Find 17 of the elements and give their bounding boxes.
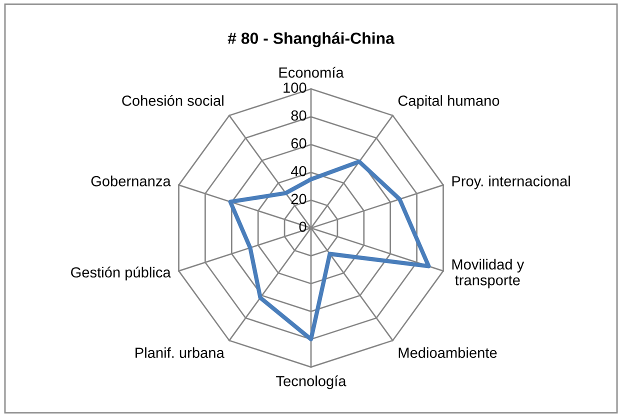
spoke-label: Economía [279,66,344,78]
spoke-label: Gestión pública [71,266,171,280]
y-tick-label: 20 [291,194,306,204]
spoke-label: Gobernanza [91,176,171,186]
spoke-label: Proy. internacional [452,176,570,190]
spoke-label: Capital humano [398,95,500,109]
spoke-label: Planif. urbana [136,347,224,358]
y-tick-label: 40 [290,166,306,176]
spoke-label: Cohesión social [122,94,224,106]
spoke-label: Tecnología [276,375,346,390]
y-tick-label: 80 [291,110,306,121]
spoke-label: Movilidad y transporte [452,258,524,288]
y-tick-label: 100 [284,82,306,93]
chart-title: # 80 - Shanghái-China [228,32,395,48]
y-tick-label: 0 [299,222,306,232]
y-tick-label: 60 [291,138,306,148]
spoke-label: Medioambiente [398,347,497,358]
